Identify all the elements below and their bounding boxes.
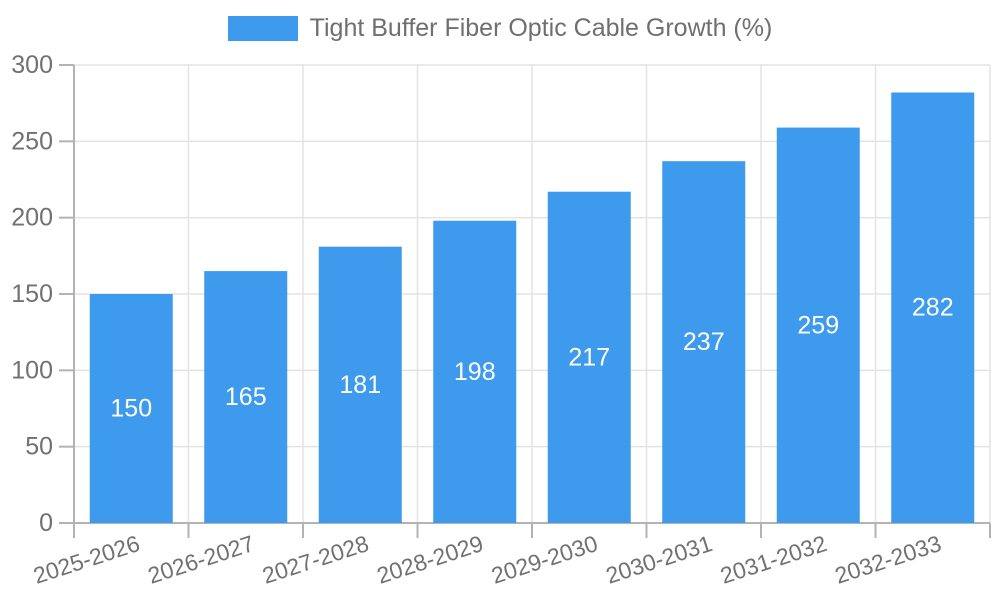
legend-swatch-icon <box>227 16 298 41</box>
bar[interactable] <box>547 191 631 524</box>
bar-value-label: 150 <box>110 395 152 423</box>
bar[interactable] <box>776 127 860 524</box>
x-tick-label: 2029-2030 <box>488 530 601 589</box>
bar[interactable] <box>318 246 402 523</box>
y-tick-label: 100 <box>11 356 53 384</box>
legend-label: Tight Buffer Fiber Optic Cable Growth (%… <box>309 14 773 42</box>
y-tick-label: 200 <box>11 204 53 232</box>
bar-value-label: 217 <box>568 343 610 371</box>
x-tick-label: 2028-2029 <box>374 530 487 589</box>
legend[interactable]: Tight Buffer Fiber Optic Cable Growth (%… <box>0 14 1000 43</box>
bar[interactable] <box>662 161 746 523</box>
bar[interactable] <box>204 271 288 523</box>
x-tick-label: 2030-2031 <box>603 530 716 589</box>
bar-value-label: 282 <box>912 294 954 322</box>
x-tick-label: 2027-2028 <box>259 530 372 589</box>
bar[interactable] <box>433 220 517 523</box>
x-tick-label: 2032-2033 <box>832 530 945 589</box>
y-tick-label: 150 <box>11 280 53 308</box>
bar[interactable] <box>891 92 975 523</box>
x-tick-label: 2026-2027 <box>145 530 258 589</box>
y-tick-label: 250 <box>11 127 53 155</box>
bar-value-label: 259 <box>797 311 839 339</box>
bar-value-label: 198 <box>454 358 496 386</box>
bar[interactable] <box>89 294 173 523</box>
x-tick-label: 2025-2026 <box>30 530 143 589</box>
y-tick-label: 300 <box>11 51 53 79</box>
bar-value-label: 237 <box>683 328 725 356</box>
y-tick-label: 0 <box>39 509 53 537</box>
x-tick-label: 2031-2032 <box>717 530 830 589</box>
bar-value-label: 181 <box>339 371 381 399</box>
bar-value-label: 165 <box>225 383 267 411</box>
y-tick-label: 50 <box>25 433 53 461</box>
